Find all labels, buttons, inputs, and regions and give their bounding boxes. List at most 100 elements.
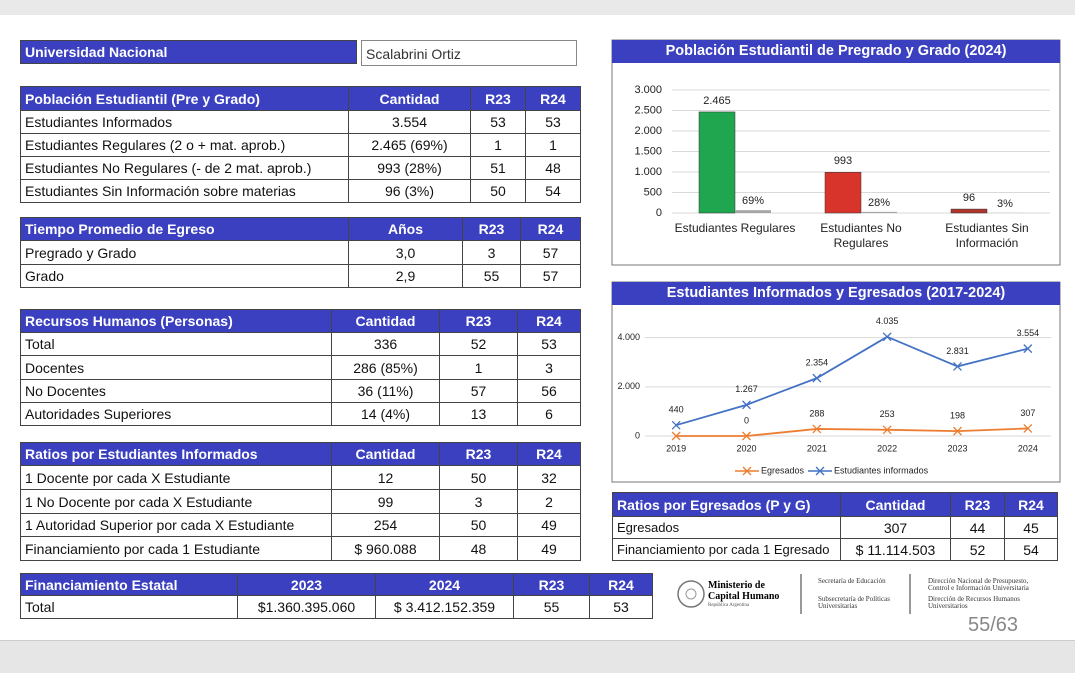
table-cell: 54 (1004, 538, 1058, 561)
table-header-cell: R23 (513, 573, 590, 596)
table-header-cell: Ratios por Egresados (P y G) (612, 492, 841, 517)
x-tick-label: Estudiantes Sin Información (945, 221, 1029, 250)
top-band (0, 0, 1075, 15)
y-tick-label: 0 (635, 430, 640, 440)
table-cell: 307 (840, 516, 951, 539)
subsecretariat: Subsecretaría de Políticas Universitaria… (818, 595, 890, 610)
table-header-cell: R24 (525, 86, 581, 111)
bar (698, 111, 736, 214)
table-cell: Docentes (20, 355, 332, 380)
table-cell: $ 11.114.503 (840, 538, 951, 561)
bar (824, 172, 862, 214)
line (675, 335, 1029, 427)
table-cell: 1 (470, 133, 526, 157)
marker (742, 431, 751, 441)
marker (671, 431, 681, 441)
marker (1023, 423, 1033, 433)
table-header-cell: R23 (462, 217, 521, 241)
table-cell: Financiamiento por cada 1 Egresado (612, 538, 841, 561)
table-cell: Egresados (612, 516, 841, 539)
table-cell: $ 960.088 (331, 536, 440, 561)
value-label: 2.465 (703, 95, 731, 107)
table-cell: 1 (439, 355, 518, 380)
marker (882, 332, 892, 342)
value-label: 198 (950, 411, 965, 421)
value-label: 96 (963, 192, 975, 204)
legend-marker (742, 466, 752, 476)
line-panel (611, 281, 1061, 483)
table-header-cell: Financiamiento Estatal (20, 573, 238, 596)
logo (677, 580, 705, 608)
y-tick-label: 2.500 (634, 104, 662, 116)
x-tick-label: 2022 (877, 443, 897, 453)
table-header-cell: Tiempo Promedio de Egreso (20, 217, 349, 241)
university-label: Universidad Nacional (20, 40, 357, 64)
bar (861, 211, 897, 213)
table-cell: 44 (950, 516, 1005, 539)
marker (1023, 344, 1033, 354)
y-tick-label: 0 (656, 207, 662, 219)
table-cell: 3 (462, 240, 521, 265)
table-cell: 12 (331, 465, 440, 490)
table-cell: 48 (525, 156, 581, 180)
table-cell: Total (20, 332, 332, 356)
table-header-cell: R24 (517, 309, 581, 333)
value-label: 288 (809, 408, 824, 418)
table-cell: 56 (517, 379, 581, 403)
table-cell: Estudiantes Sin Información sobre materi… (20, 179, 349, 203)
table-cell: 48 (439, 536, 518, 561)
table-header-cell: R24 (517, 442, 581, 466)
marker (812, 373, 822, 383)
bar (735, 210, 771, 213)
value-label: 0 (744, 415, 749, 425)
table-header-cell: 2023 (237, 573, 376, 596)
table-cell: 52 (439, 332, 518, 356)
table-cell: 336 (331, 332, 440, 356)
university-selector[interactable]: Scalabrini Ortiz (361, 40, 577, 66)
table-header-cell: Cantidad (331, 309, 440, 333)
table-cell: 57 (520, 264, 581, 288)
x-tick-label: 2024 (1018, 443, 1038, 453)
table-header-cell: R23 (950, 492, 1005, 517)
table-cell: 3 (439, 489, 518, 514)
table-cell: Grado (20, 264, 349, 288)
table-cell: 13 (439, 402, 518, 426)
marker (742, 400, 751, 410)
y-tick-label: 2.000 (617, 381, 640, 391)
table-cell: 2,9 (348, 264, 463, 288)
table-cell: 254 (331, 513, 440, 537)
table-cell: 45 (1004, 516, 1058, 539)
table-cell: Autoridades Superiores (20, 402, 332, 426)
x-tick-label: 2021 (807, 443, 827, 453)
marker (953, 426, 962, 436)
legend-label: Egresados (761, 465, 805, 475)
table-cell: 57 (439, 379, 518, 403)
value-label: 1.267 (735, 384, 758, 394)
x-tick-label: 2023 (947, 443, 967, 453)
table-header-cell: Cantidad (840, 492, 951, 517)
y-tick-label: 1.500 (634, 145, 662, 157)
line-chart-title: Estudiantes Informados y Egresados (2017… (612, 282, 1060, 305)
table-cell: 99 (331, 489, 440, 514)
x-tick-label: Estudiantes Regulares (674, 221, 796, 235)
value-label: 253 (880, 409, 895, 419)
y-tick-label: 500 (644, 186, 662, 198)
table-cell: 57 (520, 240, 581, 265)
table-header-cell: R23 (470, 86, 526, 111)
table-header-cell: R24 (589, 573, 653, 596)
logo-sun (685, 588, 697, 600)
bar (950, 208, 988, 214)
table-cell: Total (20, 595, 238, 619)
table-header-cell: R23 (439, 309, 518, 333)
table-cell: 49 (517, 513, 581, 537)
table-cell: 55 (462, 264, 521, 288)
x-tick-label: 2019 (666, 443, 686, 453)
ministry: Ministerio de Capital Humano (708, 580, 780, 602)
table-cell: 51 (470, 156, 526, 180)
value-label: 28% (868, 197, 890, 209)
table-cell: 3.554 (348, 110, 471, 134)
table-cell: 54 (525, 179, 581, 203)
table-cell: Pregrado y Grado (20, 240, 349, 265)
table-cell: Estudiantes Regulares (2 o + mat. aprob.… (20, 133, 349, 157)
